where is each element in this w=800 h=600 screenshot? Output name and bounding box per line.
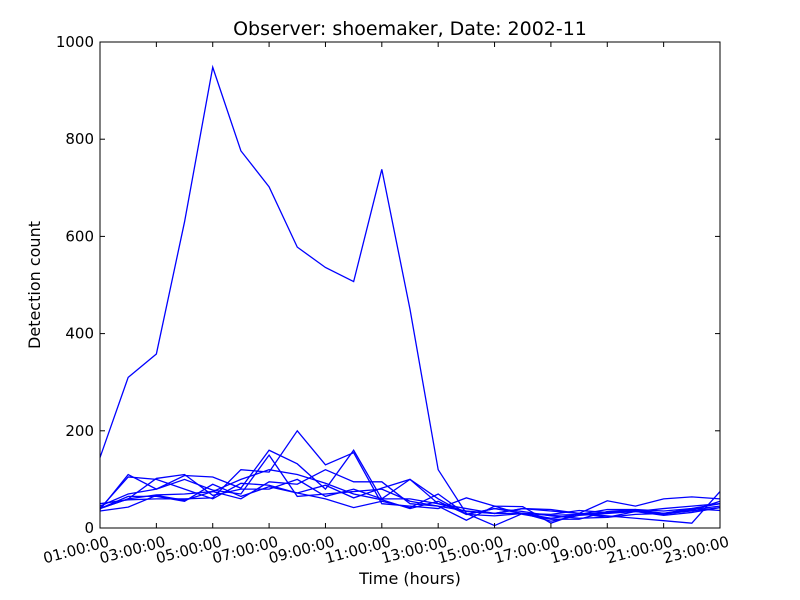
y-tick-label-400: 400	[65, 325, 94, 343]
y-tick-label-1000: 1000	[56, 33, 94, 51]
x-axis-label: Time (hours)	[358, 569, 461, 588]
series-layer	[99, 64, 721, 527]
plot-frame	[99, 41, 721, 529]
series-line-7	[99, 476, 721, 517]
chart-title: Observer: shoemaker, Date: 2002-11	[233, 18, 587, 40]
series-line-3	[99, 483, 721, 519]
y-tick-label-800: 800	[65, 130, 94, 148]
y-axis-ticks: 0 200 400 600 800 1000	[56, 33, 720, 537]
y-axis-label: Detection count	[25, 221, 44, 349]
series-line-6	[99, 468, 721, 521]
x-axis-ticks: 01:00:0003:00:0005:00:0007:00:0009:00:00…	[41, 42, 731, 567]
series-line-5	[99, 429, 721, 524]
y-tick-label-200: 200	[65, 422, 94, 440]
y-tick-label-0: 0	[84, 519, 94, 537]
y-tick-label-600: 600	[65, 227, 94, 245]
x-tick-label-23: 23:00:00	[661, 532, 731, 567]
series-line-1	[99, 64, 721, 527]
series-line-9	[99, 469, 721, 517]
